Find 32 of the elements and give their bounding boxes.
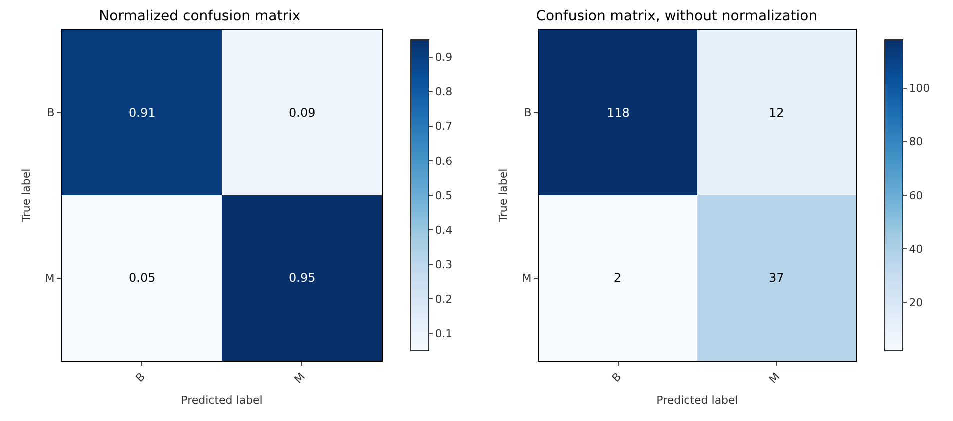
color-bar-label: 0.6 [435, 154, 453, 168]
data-label: 118 [607, 106, 630, 120]
chart-title: Normalized confusion matrix [99, 8, 301, 24]
data-label: 0.95 [289, 271, 316, 285]
data-label: 0.09 [289, 106, 316, 120]
color-bar-label: 20 [909, 296, 924, 310]
y-axis-title: True label [497, 168, 510, 224]
data-label: 0.05 [129, 271, 156, 285]
color-bar-label: 80 [909, 136, 924, 149]
color-bar-label: 0.8 [435, 86, 453, 99]
color-bar-label: 0.7 [435, 120, 453, 134]
color-bar-label: 40 [909, 242, 924, 256]
x-tick-label: M [292, 370, 308, 386]
data-label: 2 [614, 271, 622, 285]
color-bar-label: 0.3 [435, 258, 453, 272]
color-bar-label: 0.2 [435, 293, 453, 306]
color-bar-label: 60 [909, 189, 924, 202]
x-tick-label: B [133, 370, 148, 386]
x-tick-label: M [766, 370, 783, 386]
color-bar-label: 0.1 [435, 328, 453, 341]
color-bar-label: 0.4 [435, 224, 453, 237]
chart-title: Confusion matrix, without normalization [536, 8, 818, 24]
color-bar-label: 0.5 [435, 189, 453, 202]
data-label: 37 [769, 271, 784, 285]
x-axis-title: Predicted label [181, 394, 263, 407]
x-tick-label: B [610, 370, 624, 386]
color-bar-label: 100 [909, 82, 930, 96]
x-axis-title: Predicted label [656, 394, 738, 407]
color-bar-label: 0.9 [435, 51, 453, 64]
data-label: 12 [769, 106, 784, 120]
data-label: 0.91 [129, 106, 156, 120]
y-axis-title: True label [20, 168, 33, 224]
